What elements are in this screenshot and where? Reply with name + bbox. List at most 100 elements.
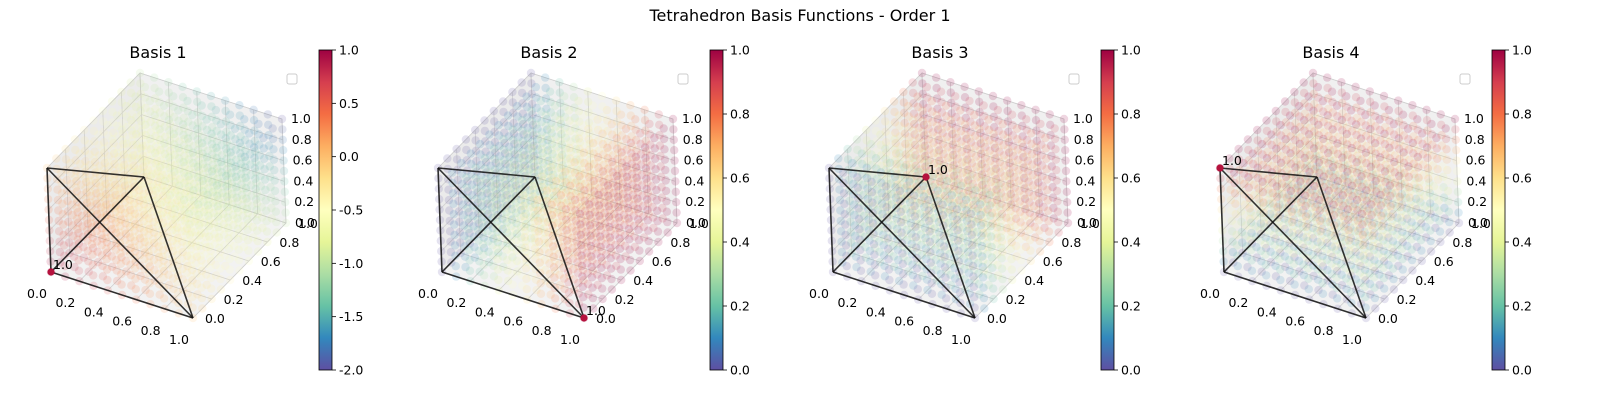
data-point bbox=[223, 158, 232, 168]
data-point bbox=[59, 241, 69, 250]
data-point bbox=[1003, 96, 1012, 105]
data-point bbox=[579, 110, 588, 120]
data-point bbox=[1427, 119, 1436, 129]
data-point bbox=[128, 212, 138, 221]
data-point bbox=[171, 144, 180, 153]
data-point bbox=[866, 139, 876, 149]
data-point bbox=[1044, 217, 1053, 226]
subplot-3: Basis 30.00.20.40.60.81.00.00.20.40.60.8… bbox=[809, 43, 1141, 378]
figure-title: Tetrahedron Basis Functions - Order 1 bbox=[649, 6, 951, 25]
data-point bbox=[869, 240, 879, 249]
data-point bbox=[508, 87, 517, 97]
data-point bbox=[129, 222, 138, 231]
data-point bbox=[643, 216, 653, 225]
data-point bbox=[623, 183, 632, 192]
data-point bbox=[1007, 265, 1016, 274]
data-point bbox=[607, 120, 616, 129]
data-point bbox=[120, 160, 129, 169]
data-point bbox=[211, 105, 221, 115]
data-point bbox=[914, 167, 923, 177]
x-tick-label: 0.2 bbox=[837, 295, 857, 310]
data-point bbox=[995, 212, 1005, 221]
data-point bbox=[253, 226, 262, 235]
data-point bbox=[1403, 124, 1413, 133]
data-point bbox=[984, 153, 994, 162]
data-point bbox=[187, 272, 196, 281]
data-point bbox=[565, 106, 574, 115]
data-point bbox=[1022, 152, 1031, 162]
data-point bbox=[669, 125, 678, 134]
data-point bbox=[994, 143, 1003, 152]
data-point bbox=[882, 192, 891, 201]
data-point bbox=[451, 262, 460, 271]
data-point bbox=[913, 92, 922, 101]
data-point bbox=[173, 196, 182, 205]
data-point bbox=[1276, 120, 1285, 130]
data-point bbox=[223, 148, 232, 157]
data-point bbox=[271, 197, 280, 206]
data-point bbox=[1417, 246, 1426, 255]
data-point bbox=[220, 213, 229, 222]
data-point bbox=[534, 227, 543, 236]
data-point bbox=[940, 263, 950, 272]
data-point bbox=[179, 158, 188, 167]
data-point bbox=[169, 112, 179, 122]
data-point bbox=[1351, 120, 1361, 129]
data-point bbox=[564, 288, 574, 297]
data-point bbox=[146, 172, 155, 181]
data-point bbox=[202, 115, 211, 124]
data-point bbox=[116, 249, 125, 258]
data-point bbox=[995, 191, 1004, 201]
data-point bbox=[195, 241, 205, 251]
data-point bbox=[240, 135, 250, 145]
data-point bbox=[884, 244, 893, 253]
grid-line bbox=[88, 233, 231, 281]
data-point bbox=[94, 130, 103, 139]
data-point bbox=[187, 282, 196, 291]
data-point bbox=[881, 144, 890, 153]
data-point bbox=[201, 205, 210, 214]
data-point bbox=[925, 216, 934, 226]
data-point bbox=[971, 186, 980, 195]
subplot-title: Basis 2 bbox=[520, 43, 577, 62]
data-point bbox=[871, 116, 880, 125]
grid-line bbox=[168, 82, 173, 187]
data-point bbox=[925, 237, 935, 246]
data-point bbox=[605, 233, 615, 242]
data-point bbox=[193, 97, 202, 107]
data-point bbox=[99, 182, 109, 191]
data-point bbox=[869, 219, 878, 228]
data-point bbox=[184, 127, 193, 137]
data-point bbox=[1031, 105, 1040, 115]
data-point bbox=[189, 152, 199, 161]
data-point bbox=[1013, 172, 1023, 182]
data-point bbox=[968, 261, 978, 271]
data-point bbox=[1454, 198, 1463, 207]
data-point bbox=[1016, 255, 1026, 265]
grid-line bbox=[107, 195, 202, 291]
data-point bbox=[231, 135, 240, 144]
data-point bbox=[182, 176, 191, 185]
data-point bbox=[156, 118, 165, 128]
x-tick-label: 0.8 bbox=[141, 323, 161, 338]
data-point bbox=[205, 198, 214, 207]
z-tick-label: 0.2 bbox=[1076, 194, 1096, 209]
data-point bbox=[492, 234, 501, 243]
data-point bbox=[162, 174, 171, 183]
data-point bbox=[163, 205, 173, 214]
data-point bbox=[222, 192, 232, 201]
data-point bbox=[113, 186, 123, 196]
data-point bbox=[1025, 236, 1035, 245]
data-point bbox=[923, 120, 932, 129]
data-point bbox=[178, 82, 187, 92]
data-point bbox=[1333, 139, 1342, 148]
data-point bbox=[233, 197, 242, 206]
data-point bbox=[246, 170, 255, 180]
data-point bbox=[632, 173, 641, 182]
data-point bbox=[1005, 213, 1014, 222]
data-point bbox=[593, 153, 603, 162]
data-point bbox=[583, 87, 592, 96]
data-point bbox=[449, 199, 458, 208]
data-point bbox=[266, 183, 275, 192]
data-point bbox=[854, 214, 864, 223]
